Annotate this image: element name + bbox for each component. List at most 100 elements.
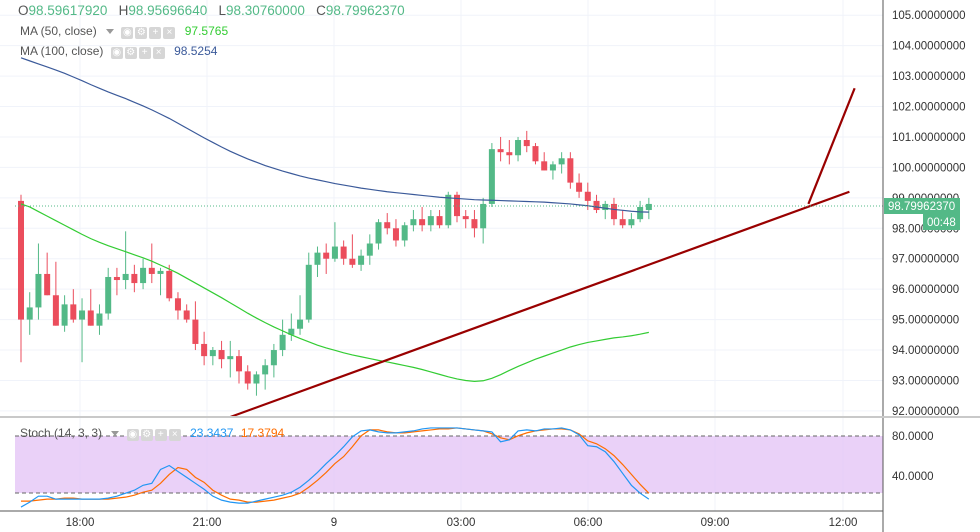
chevron-down-icon[interactable] — [106, 29, 115, 35]
candle-body — [523, 140, 530, 147]
gear-icon[interactable]: ⚙ — [140, 428, 153, 441]
candle-body — [532, 146, 539, 162]
stoch-label: Stoch (14, 3, 3) — [20, 426, 103, 440]
candle-body — [515, 140, 522, 156]
candle-body — [113, 276, 120, 281]
ma100-label: MA (100, close) — [20, 44, 104, 58]
candle-body — [157, 270, 164, 274]
price-tick-label: 94.00000000 — [892, 345, 959, 357]
candle-body — [183, 310, 190, 320]
open-key: O — [18, 3, 29, 18]
gear-icon[interactable]: ⚙ — [135, 26, 148, 39]
plus-icon[interactable]: + — [138, 46, 151, 59]
candle-body — [192, 319, 199, 344]
candle-body — [218, 350, 225, 360]
stoch-legend[interactable]: Stoch (14, 3, 3) ◉ ⚙ + × 23.3437 17.3794 — [20, 426, 284, 441]
time-tick-label: 18:00 — [66, 517, 95, 529]
candle-body — [297, 319, 304, 329]
chevron-down-icon[interactable] — [111, 431, 120, 437]
candle-body — [288, 328, 295, 335]
time-tick-label: 9 — [331, 517, 337, 529]
candle-body — [436, 216, 443, 226]
candle-body — [471, 219, 478, 229]
candle-body — [122, 273, 129, 281]
eye-icon[interactable]: ◉ — [126, 428, 139, 441]
candle-body — [384, 222, 391, 229]
candle-body — [331, 246, 338, 259]
candle-body — [375, 222, 382, 244]
countdown-label: 00:48 — [927, 217, 956, 229]
candle-body — [166, 270, 173, 299]
candle-body — [506, 152, 513, 156]
candle-body — [419, 219, 426, 226]
candle-body — [323, 252, 330, 259]
price-tick-label: 100.00000000 — [892, 162, 966, 174]
ma50-legend[interactable]: MA (50, close) ◉ ⚙ + × 97.5765 — [20, 24, 228, 39]
candle-body — [209, 350, 216, 357]
stoch-tick-label: 80.0000 — [892, 431, 934, 443]
candle-body — [480, 203, 487, 229]
candle-body — [52, 295, 59, 326]
candle-body — [26, 307, 33, 320]
candle-series — [18, 130, 652, 396]
close-icon[interactable]: × — [152, 46, 165, 59]
ma100-line — [20, 57, 649, 213]
price-tick-label: 93.00000000 — [892, 375, 959, 387]
price-tick-label: 105.00000000 — [892, 10, 966, 22]
close-icon[interactable]: × — [163, 26, 176, 39]
time-tick-label: 03:00 — [447, 517, 476, 529]
candle-body — [488, 149, 495, 204]
ma50-label: MA (50, close) — [20, 24, 97, 38]
candle-body — [105, 276, 112, 314]
candle-body — [637, 206, 644, 220]
candle-body — [349, 258, 356, 265]
close-value: 98.79962370 — [325, 3, 405, 18]
candle-body — [602, 203, 609, 211]
candle-body — [410, 219, 417, 226]
candle-body — [549, 164, 556, 171]
candle-body — [401, 225, 408, 241]
price-tick-label: 101.00000000 — [892, 132, 966, 144]
candle-body — [645, 203, 652, 211]
chart-grid — [0, 0, 883, 511]
plus-icon[interactable]: + — [154, 428, 167, 441]
time-tick-label: 09:00 — [701, 517, 730, 529]
price-axis[interactable]: 105.00000000 104.00000000 103.00000000 102.… — [892, 10, 966, 418]
close-key: C — [316, 3, 326, 18]
eye-icon[interactable]: ◉ — [110, 46, 123, 59]
ma100-legend[interactable]: MA (100, close) ◉ ⚙ + × 98.5254 — [20, 44, 217, 59]
candle-body — [567, 158, 574, 183]
candle-body — [174, 298, 181, 311]
candle-body — [314, 252, 321, 265]
stoch-tick-label: 40.0000 — [892, 471, 934, 483]
price-tick-label: 95.00000000 — [892, 315, 959, 327]
close-icon[interactable]: × — [168, 428, 181, 441]
candle-body — [593, 200, 600, 211]
candle-body — [140, 267, 147, 284]
candle-body — [236, 356, 242, 372]
candle-body — [497, 149, 504, 153]
last-price-tag — [884, 198, 960, 214]
time-axis[interactable]: 18:00 21:00 9 03:00 06:00 09:00 12:00 — [66, 517, 858, 529]
candle-body — [79, 310, 86, 320]
ohlc-legend: O98.59617920 H98.95696640 L98.30760000 C… — [18, 3, 405, 18]
candle-body — [558, 158, 565, 165]
candle-body — [584, 191, 591, 201]
support-trendline — [229, 190, 850, 419]
candle-body — [619, 219, 626, 226]
stoch-k-line — [20, 427, 650, 508]
candle-body — [358, 255, 365, 265]
candle-body — [305, 264, 312, 320]
stoch-axis[interactable]: 80.0000 40.0000 — [892, 431, 934, 483]
high-value: 98.95696640 — [128, 3, 208, 18]
candle-body — [366, 243, 373, 256]
candle-body — [253, 374, 260, 384]
time-tick-label: 12:00 — [829, 517, 858, 529]
plus-icon[interactable]: + — [149, 26, 162, 39]
stoch-d-value: 17.3794 — [240, 426, 285, 440]
gear-icon[interactable]: ⚙ — [124, 46, 137, 59]
eye-icon[interactable]: ◉ — [121, 26, 134, 39]
candle-body — [87, 310, 94, 326]
time-tick-label: 21:00 — [193, 517, 222, 529]
